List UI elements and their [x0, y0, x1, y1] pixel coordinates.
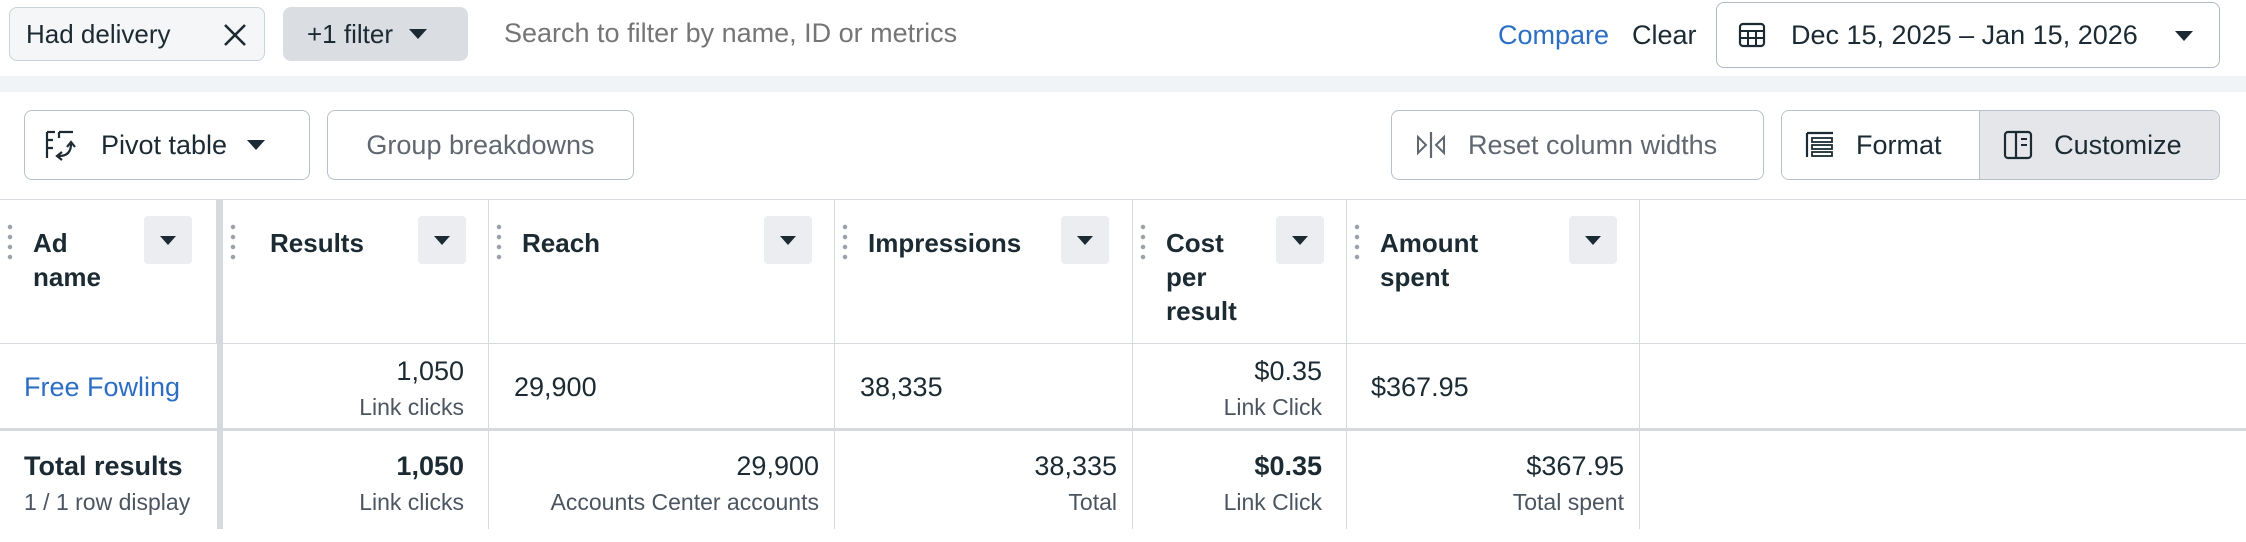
chevron-down-icon [780, 235, 796, 245]
totals-amount-unit: Total spent [1512, 489, 1624, 515]
totals-label-cell: Total results 1 / 1 row display [0, 431, 217, 529]
drag-handle-icon[interactable] [496, 222, 502, 262]
totals-cell-impressions: 38,335 Total [835, 431, 1133, 529]
totals-cost-unit: Link Click [1223, 489, 1322, 515]
view-toggle-group: Format Customize [1781, 110, 2220, 180]
column-resize-icon [1417, 132, 1445, 158]
impressions-value: 38,335 [860, 372, 943, 402]
group-breakdowns-button[interactable]: Group breakdowns [327, 110, 634, 180]
chevron-down-icon [1292, 235, 1308, 245]
compare-link[interactable]: Compare [1498, 20, 1610, 50]
drag-handle-icon[interactable] [842, 222, 848, 262]
customize-icon [2004, 130, 2033, 160]
customize-button[interactable]: Customize [1979, 111, 2219, 179]
drag-handle-icon[interactable] [1354, 222, 1360, 262]
format-label: Format [1856, 129, 1942, 160]
column-menu-button[interactable] [764, 216, 812, 264]
calendar-icon [1738, 22, 1766, 48]
column-title: Ad name [33, 228, 101, 292]
table-cell-ad-name: Free Fowling [0, 344, 217, 428]
chevron-down-icon [160, 235, 176, 245]
column-header-ad-name[interactable]: Ad name [0, 200, 217, 343]
pivot-table-icon [45, 130, 76, 161]
ad-name-link[interactable]: Free Fowling [24, 372, 181, 402]
column-header-amount-spent[interactable]: Amount spent [1347, 200, 1640, 343]
totals-reach-unit: Accounts Center accounts [550, 489, 819, 515]
totals-cell-reach: 29,900 Accounts Center accounts [489, 431, 835, 529]
column-header-impressions[interactable]: Impressions [835, 200, 1133, 343]
results-unit: Link clicks [359, 394, 464, 420]
group-breakdowns-label: Group breakdowns [366, 129, 595, 160]
drag-handle-icon[interactable] [1140, 222, 1146, 262]
totals-row-count: 1 / 1 row display [24, 489, 191, 515]
drag-handle-icon[interactable] [7, 222, 13, 262]
table-cell-impressions: 38,335 [835, 344, 1133, 428]
table-cell-results: 1,050 Link clicks [223, 344, 489, 428]
table-cell-cost-per-result: $0.35 Link Click [1133, 344, 1347, 428]
chevron-down-icon [1585, 235, 1601, 245]
column-header-reach[interactable]: Reach [489, 200, 835, 343]
ads-table: Ad name Results Reach Impressions Cost p… [0, 199, 2246, 529]
chevron-down-icon [1077, 235, 1093, 245]
column-title: Cost per result [1166, 228, 1237, 326]
extra-filter-button[interactable]: +1 filter [283, 7, 468, 61]
column-menu-button[interactable] [144, 216, 192, 264]
format-icon [1805, 131, 1833, 157]
pivot-table-button[interactable]: Pivot table [24, 110, 310, 180]
date-range-picker[interactable]: Dec 15, 2025 – Jan 15, 2026 [1716, 2, 2220, 68]
column-title: Impressions [868, 228, 1022, 258]
row-divider [0, 343, 2246, 344]
customize-label: Customize [2054, 129, 2182, 160]
totals-divider [0, 428, 2246, 431]
table-cell-reach: 29,900 [489, 344, 835, 428]
totals-cost-value: $0.35 [1254, 451, 1322, 481]
frozen-column-divider[interactable] [217, 200, 223, 529]
chevron-down-icon [434, 235, 450, 245]
close-icon[interactable] [220, 20, 250, 50]
totals-impressions-unit: Total [1068, 489, 1117, 515]
totals-cell-amount-spent: $367.95 Total spent [1347, 431, 1640, 529]
date-range-label: Dec 15, 2025 – Jan 15, 2026 [1791, 19, 2138, 50]
extra-filter-label: +1 filter [307, 18, 393, 49]
column-menu-button[interactable] [1061, 216, 1109, 264]
totals-cell-cost-per-result: $0.35 Link Click [1133, 431, 1347, 529]
drag-handle-icon[interactable] [230, 222, 236, 262]
chevron-down-icon [409, 29, 427, 39]
table-cell-amount-spent: $367.95 [1347, 344, 1640, 428]
chevron-down-icon [2175, 31, 2193, 41]
cost-per-result-value: $0.35 [1254, 356, 1322, 386]
totals-reach-value: 29,900 [736, 451, 819, 481]
had-delivery-filter-chip[interactable]: Had delivery [9, 7, 265, 61]
column-header-results[interactable]: Results [223, 200, 489, 343]
totals-label: Total results [24, 451, 183, 481]
reach-value: 29,900 [514, 372, 597, 402]
totals-cell-results: 1,050 Link clicks [223, 431, 489, 529]
amount-spent-value: $367.95 [1371, 372, 1469, 402]
cost-per-result-unit: Link Click [1223, 394, 1322, 420]
had-delivery-label: Had delivery [26, 18, 171, 49]
totals-results-value: 1,050 [396, 451, 464, 481]
filter-bar: Had delivery +1 filter Compare Clear Dec… [0, 0, 2246, 76]
totals-amount-value: $367.95 [1526, 451, 1624, 481]
reset-column-widths-button[interactable]: Reset column widths [1391, 110, 1764, 180]
pivot-table-label: Pivot table [101, 129, 228, 160]
column-menu-button[interactable] [418, 216, 466, 264]
chevron-down-icon [247, 140, 266, 150]
totals-impressions-value: 38,335 [1034, 451, 1117, 481]
totals-results-unit: Link clicks [359, 489, 464, 515]
format-button[interactable]: Format [1782, 111, 1980, 179]
clear-link[interactable]: Clear [1632, 20, 1697, 50]
results-value: 1,050 [396, 356, 464, 386]
column-menu-button[interactable] [1276, 216, 1324, 264]
column-title: Reach [522, 228, 601, 258]
column-header-cost-per-result[interactable]: Cost per result [1133, 200, 1347, 343]
search-input[interactable] [504, 18, 1404, 49]
column-title: Results [270, 228, 364, 258]
report-panel: Pivot table Group breakdowns Reset colum… [0, 92, 2246, 542]
reset-column-widths-label: Reset column widths [1468, 129, 1718, 160]
column-title: Amount spent [1380, 228, 1479, 292]
column-menu-button[interactable] [1569, 216, 1617, 264]
